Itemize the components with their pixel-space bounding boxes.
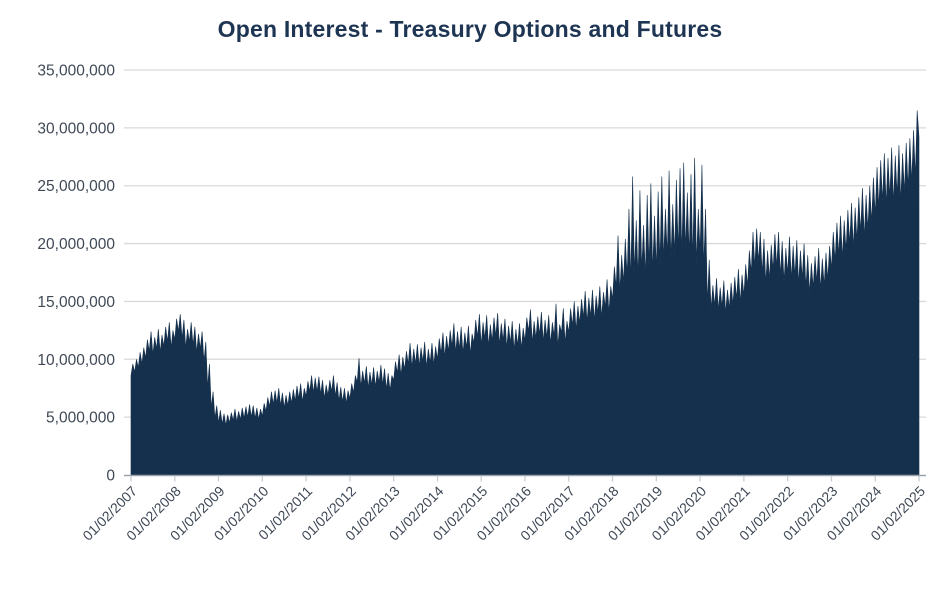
y-tick-label: 20,000,000 [37, 236, 115, 253]
y-tick-label: 0 [106, 468, 115, 485]
y-tick-label: 15,000,000 [37, 294, 115, 311]
y-tick-label: 5,000,000 [46, 410, 115, 427]
y-tick-label: 25,000,000 [37, 178, 115, 195]
chart-title: Open Interest - Treasury Options and Fut… [217, 16, 723, 42]
y-tick-label: 35,000,000 [37, 63, 115, 80]
y-tick-label: 10,000,000 [37, 352, 115, 369]
y-tick-label: 30,000,000 [37, 120, 115, 137]
open-interest-series-area [130, 110, 920, 476]
